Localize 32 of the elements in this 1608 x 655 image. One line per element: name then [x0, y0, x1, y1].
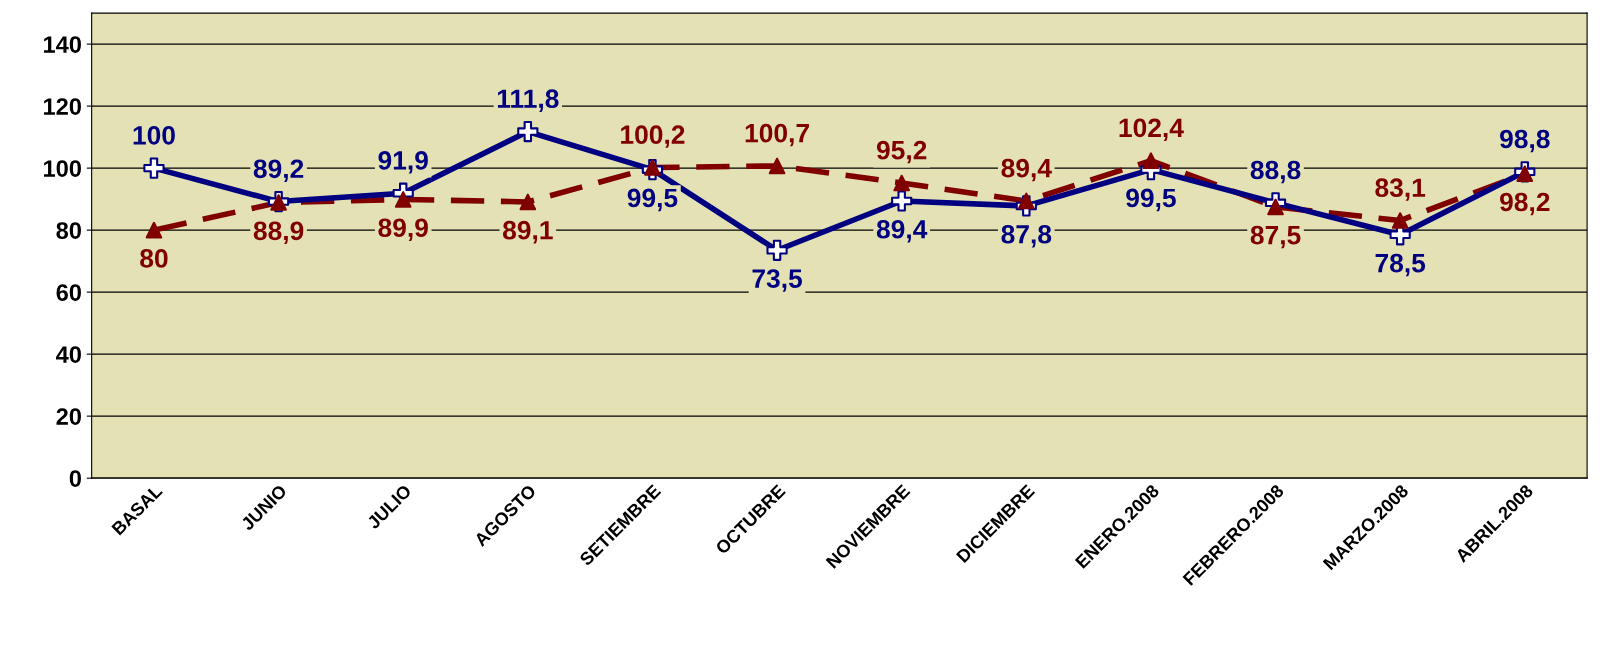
data-label: 98,8: [1500, 129, 1550, 153]
y-tick-label: 80: [56, 222, 81, 239]
y-tick-label: 20: [56, 408, 81, 425]
data-label: 98,2: [1500, 192, 1550, 216]
y-tick-label: 100: [44, 160, 81, 177]
data-label: 78,5: [1375, 253, 1426, 277]
data-label: 89,9: [378, 218, 428, 241]
data-label: 87,5: [1250, 225, 1301, 249]
data-label: 87,8: [1001, 224, 1052, 248]
y-tick-label: 120: [44, 98, 81, 115]
data-label: 99,5: [1126, 188, 1176, 212]
data-label: 89,2: [253, 159, 304, 182]
y-tick-label: 140: [44, 36, 81, 53]
data-label: 99,5: [627, 188, 678, 212]
data-label: 80: [140, 249, 168, 268]
data-label: 88,8: [1250, 160, 1301, 184]
y-tick-label: 60: [56, 284, 81, 301]
y-tick-label: 40: [56, 346, 81, 363]
y-tick-label: 0: [69, 470, 81, 487]
data-label: 111,8: [497, 89, 559, 112]
data-label: 89,4: [876, 219, 928, 243]
data-label: 88,9: [253, 221, 304, 244]
data-label: 89,1: [502, 220, 553, 244]
data-label: 89,4: [1001, 158, 1052, 182]
data-label: 83,1: [1375, 178, 1426, 201]
data-label: 100,2: [621, 125, 685, 148]
data-label: 91,9: [378, 151, 428, 174]
data-label: 102,4: [1119, 118, 1184, 142]
data-label: 73,5: [752, 269, 803, 292]
data-label: 100,7: [745, 123, 809, 147]
data-label: 100: [133, 125, 175, 145]
data-label: 95,2: [876, 140, 927, 164]
